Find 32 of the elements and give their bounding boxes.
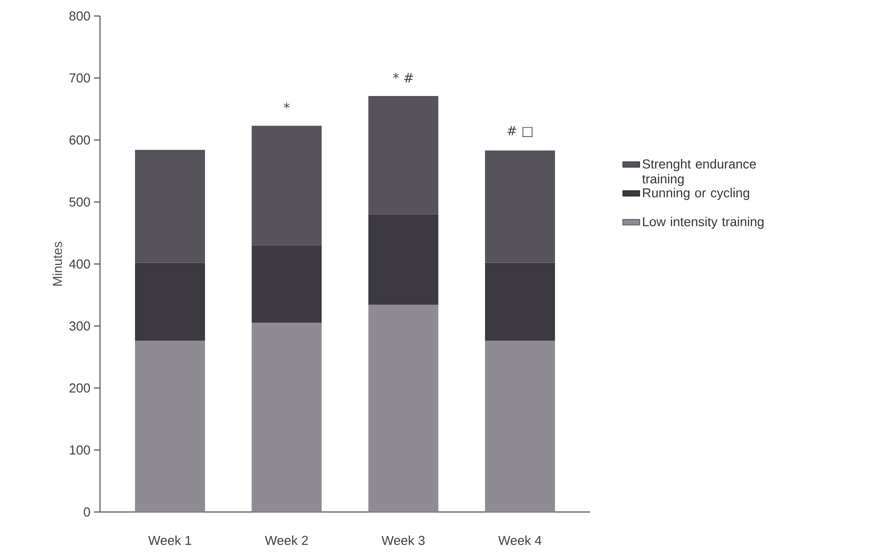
bar [485,262,556,341]
bar [368,96,438,214]
y-tick-label: 400 [69,259,90,269]
bar [485,150,556,263]
y-tick-label: 300 [69,321,90,331]
bar [368,214,438,305]
y-axis-title: Minutes [52,242,62,286]
y-tick-label: 600 [70,135,90,145]
y-tick-label: 800 [69,11,90,21]
y-tick-label: 700 [70,73,90,83]
bar [252,126,322,246]
x-tick-label: Week 2 [264,536,308,546]
bar [368,304,438,512]
y-tick-label: 100 [70,445,90,455]
bar [135,340,206,512]
x-tick-label: Week 3 [382,536,425,546]
y-tick-label: 0 [84,507,90,517]
legend-label: Running or cycling [643,188,750,200]
bar [252,322,322,512]
y-tick-label: 500 [69,197,90,207]
x-tick-label: Week 4 [498,536,542,546]
legend-label: Low intensity training [643,216,764,229]
annotation: # □ [507,126,532,138]
bar [485,340,556,512]
legend-label: Strenght endurance training [642,159,756,186]
x-tick-label: Week 1 [148,536,192,546]
bar [135,150,206,263]
bar [252,245,322,323]
annotation: * [284,102,290,109]
annotation: * # [393,72,414,82]
bar [135,262,206,341]
y-tick-label: 200 [70,383,90,393]
